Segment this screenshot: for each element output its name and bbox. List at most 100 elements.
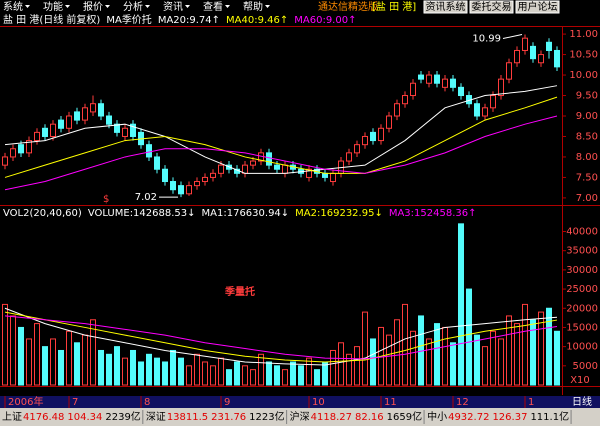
marker-label: $ [103,194,109,205]
menu-item[interactable]: 查看 [203,0,223,13]
candle-body [122,127,128,137]
volume-bar [122,357,128,386]
volume-bar [258,353,264,386]
candle-body [90,103,96,113]
time-axis [0,396,600,408]
menu-arrow [25,5,30,8]
x-tick-label: 9 [224,397,230,408]
volume-bar [362,311,368,386]
menu-button-label[interactable]: 用户论坛 [518,0,558,13]
y-tick-label: 7.00 [576,193,598,204]
menu-item[interactable]: 资讯 [163,1,183,13]
y-tick-label: 5000 [573,361,598,372]
ma-line [4,115,558,191]
menu-arrow [105,5,110,8]
y-tick-label: 7.50 [576,172,598,183]
menu-button-label[interactable]: 委托交易 [472,0,512,13]
volume-bar [402,303,408,386]
volume-bar [242,365,248,386]
volume-bar [498,338,504,386]
index-amount: 2239亿 [105,410,140,423]
candle-body [74,111,80,121]
candle-body [114,123,120,133]
candle-body [82,107,88,121]
candle-body [250,160,256,166]
volume-bar [186,365,192,386]
candle-body [522,37,528,51]
candle-body [362,135,368,146]
y-tick-label: 30000 [566,265,598,276]
period-label: 日线 [572,395,592,408]
candle-body [170,181,176,191]
menu-item[interactable]: 分析 [123,0,143,13]
volume-bar [266,361,272,386]
volume-bar [386,334,392,386]
candle-body [514,49,520,64]
y-tick-label: 8.00 [576,152,598,163]
candle-body [146,144,152,158]
legend-entry: MA2:169232.95↓ [295,208,383,219]
ma-line [4,85,558,174]
menu-button-label[interactable]: 资讯系统 [426,0,466,13]
y-tick-label: 8.50 [576,131,598,142]
volume-bar [250,369,256,386]
legend-entry: MA20:9.74↑ [158,15,220,26]
candle-body [386,115,392,129]
menu-button[interactable] [469,0,514,14]
candle-body [418,74,424,80]
menu-button[interactable] [515,0,560,14]
candle-body [394,103,400,117]
volume-bar [58,349,64,386]
candle-body [66,115,72,129]
index-value: 13811.5 [167,412,208,423]
menu-arrow [265,5,270,8]
index-name: 中小 [427,410,447,423]
index-value: 4176.48 [23,412,64,423]
y-tick-label: 20000 [566,303,598,314]
candle-body [426,74,432,84]
annotation-label: 7.02 [135,192,157,203]
index-amount: 111.1亿 [530,410,569,423]
index-change: 126.37 [492,412,527,423]
candle-body [266,152,272,166]
candle-body [538,54,544,64]
index-value: 4932.72 [448,412,489,423]
volume-bar [154,357,160,386]
candle-body [490,95,496,109]
candle-body [474,103,480,117]
y-tick-label: 10.50 [569,50,598,61]
ma-line [4,307,558,366]
candle-body [42,127,48,137]
volume-bar [426,338,432,386]
menu-item[interactable]: 系统 [3,0,23,13]
candle-body [410,82,416,97]
volume-bar [330,349,336,386]
x-tick-label: 1 [528,397,534,408]
candle-body [34,131,40,142]
y-tick-label: 10000 [566,342,598,353]
candle-body [458,86,464,97]
candle-body [530,45,536,60]
volume-bar [26,338,32,386]
candle-body [322,172,328,178]
volume-bar [442,326,448,386]
index-value: 4118.27 [311,412,352,423]
status-bar [0,408,600,426]
candle-body [194,181,200,187]
candle-body [506,62,512,80]
y-tick-label: 9.50 [576,91,598,102]
x-tick-label: 12 [456,397,469,408]
menu-item[interactable]: 功能 [43,0,63,13]
volume-bar [42,346,48,386]
menu-item[interactable]: 帮助 [243,0,263,13]
volume-bar [178,357,184,386]
y-tick-label: 15000 [566,322,598,333]
volume-bar [410,330,416,386]
menu-button[interactable] [423,0,468,14]
menu-item[interactable]: 报价 [83,0,103,13]
volume-bar [530,319,536,386]
menu-arrow [65,5,70,8]
menu-arrow [185,5,190,8]
candle-body [18,144,24,154]
